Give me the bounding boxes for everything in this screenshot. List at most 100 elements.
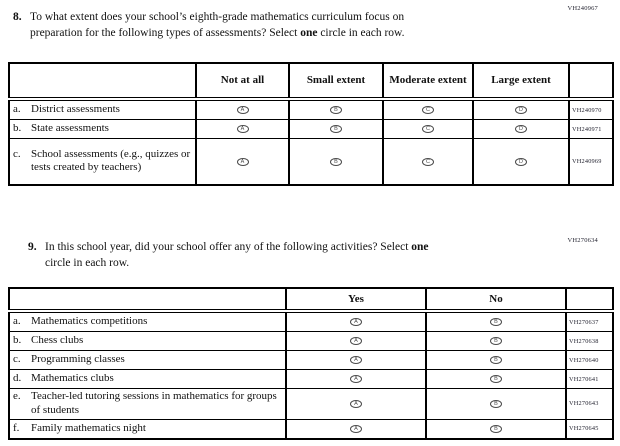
option-cell: B	[425, 350, 567, 370]
question-9-answer-table: Yes No a. Mathematics competitions A B VH270…	[8, 287, 614, 440]
answer-bubble[interactable]: A	[350, 424, 362, 433]
header-small-extent: Small extent	[288, 62, 384, 101]
answer-bubble[interactable]: A	[350, 318, 362, 327]
row-label-cell: b. State assessments	[8, 119, 197, 139]
option-cell: B	[425, 369, 567, 389]
answer-bubble[interactable]: B	[330, 125, 342, 134]
table-row: c. School assessments (e.g., quizzes or t…	[8, 138, 614, 185]
answer-bubble[interactable]: A	[236, 157, 249, 166]
row-label: District assessments	[31, 103, 120, 116]
row-label: Chess clubs	[31, 334, 84, 347]
question-9-line1-pre: In this school year, did your school off…	[45, 241, 412, 253]
answer-bubble[interactable]: C	[422, 106, 434, 115]
header-moderate-extent: Moderate extent	[382, 62, 474, 101]
answer-bubble[interactable]: C	[422, 125, 434, 134]
row-vh-code: VH270643	[565, 388, 614, 420]
vh-code-question-9: VH270634	[567, 237, 598, 244]
question-9-bold-word: one	[411, 241, 429, 253]
option-cell: B	[288, 98, 384, 120]
header-not-at-all: Not at all	[195, 62, 290, 101]
row-letter: e.	[13, 390, 21, 402]
question-8-bold-word: one	[300, 26, 318, 39]
option-cell: B	[288, 119, 384, 139]
question-8-line1: To what extent does your school’s eighth…	[30, 11, 405, 23]
row-label-cell: e. Teacher-led tutoring sessions in mathe…	[8, 388, 287, 420]
option-cell: A	[285, 350, 427, 370]
table-header-row: Yes No	[8, 287, 614, 313]
answer-bubble[interactable]: A	[350, 375, 362, 384]
table-row: b. Chess clubs A B VH270638	[8, 331, 614, 351]
row-vh-code: VH270637	[565, 310, 614, 332]
answer-bubble[interactable]: B	[490, 424, 502, 433]
answer-bubble[interactable]: A	[236, 106, 249, 115]
answer-bubble[interactable]: D	[515, 125, 527, 134]
answer-bubble[interactable]: A	[350, 356, 362, 365]
row-label: State assessments	[31, 122, 109, 135]
row-label-cell: a. Mathematics competitions	[8, 310, 287, 332]
option-cell: A	[285, 418, 427, 439]
option-cell: B	[425, 331, 567, 351]
option-cell: B	[288, 138, 384, 185]
row-letter: a.	[13, 315, 21, 328]
table-row: e. Teacher-led tutoring sessions in mathe…	[8, 388, 614, 420]
answer-bubble[interactable]: D	[515, 157, 527, 166]
answer-bubble[interactable]: B	[490, 400, 502, 409]
question-8-number: 8.	[13, 11, 22, 23]
option-cell: D	[472, 138, 570, 185]
answer-bubble[interactable]: B	[330, 106, 342, 115]
header-code-blank	[565, 287, 614, 313]
option-cell: D	[472, 98, 570, 120]
option-cell: A	[195, 119, 290, 139]
row-vh-code: VH240971	[568, 119, 614, 139]
answer-bubble[interactable]: C	[422, 157, 434, 166]
row-label: Programming classes	[31, 353, 125, 366]
table-row: d. Mathematics clubs A B VH270641	[8, 369, 614, 389]
row-letter: b.	[13, 334, 22, 347]
question-9-number: 9.	[28, 241, 37, 253]
answer-bubble[interactable]: D	[515, 106, 527, 115]
option-cell: D	[472, 119, 570, 139]
answer-bubble[interactable]: B	[490, 318, 502, 327]
row-label-cell: c. School assessments (e.g., quizzes or t…	[8, 138, 197, 185]
row-label-cell: d. Mathematics clubs	[8, 369, 287, 389]
answer-bubble[interactable]: B	[490, 356, 502, 365]
row-letter: a.	[13, 103, 21, 116]
answer-bubble[interactable]: A	[236, 125, 249, 134]
option-cell: C	[382, 98, 474, 120]
header-blank	[8, 287, 287, 313]
row-vh-code: VH270645	[565, 418, 614, 439]
row-label-cell: a. District assessments	[8, 98, 197, 120]
answer-bubble[interactable]: B	[330, 157, 342, 166]
option-cell: A	[285, 388, 427, 420]
option-cell: C	[382, 138, 474, 185]
header-no: No	[425, 287, 567, 313]
answer-bubble[interactable]: A	[350, 337, 362, 346]
question-9: 9. In this school year, did your school …	[28, 240, 593, 271]
question-8: 8. To what extent does your school’s eig…	[13, 10, 578, 41]
row-letter: f.	[13, 421, 20, 434]
question-8-line2-pre: preparation for the following types of a…	[30, 26, 301, 39]
row-vh-code: VH270638	[565, 331, 614, 351]
row-label: Family mathematics night	[31, 421, 146, 434]
option-cell: A	[285, 310, 427, 332]
option-cell: B	[425, 418, 567, 439]
question-9-line2: circle in each row.	[45, 256, 130, 269]
row-letter: c.	[13, 353, 21, 366]
row-label: Teacher-led tutoring sessions in mathema…	[31, 390, 277, 416]
question-8-text: To what extent does your school’s eighth…	[30, 10, 405, 41]
header-code-blank	[568, 62, 614, 101]
row-letter: b.	[13, 122, 22, 135]
row-vh-code: VH270640	[565, 350, 614, 370]
option-cell: A	[285, 369, 427, 389]
table-row: a. District assessments A B C D VH240970	[8, 98, 614, 120]
question-9-text: In this school year, did your school off…	[45, 240, 429, 271]
option-cell: A	[195, 98, 290, 120]
answer-bubble[interactable]: A	[350, 400, 362, 409]
option-cell: A	[285, 331, 427, 351]
row-vh-code: VH270641	[565, 369, 614, 389]
row-vh-code: VH240970	[568, 98, 614, 120]
answer-bubble[interactable]: B	[490, 337, 502, 346]
answer-bubble[interactable]: B	[490, 375, 502, 384]
option-cell: B	[425, 310, 567, 332]
row-label-cell: b. Chess clubs	[8, 331, 287, 351]
